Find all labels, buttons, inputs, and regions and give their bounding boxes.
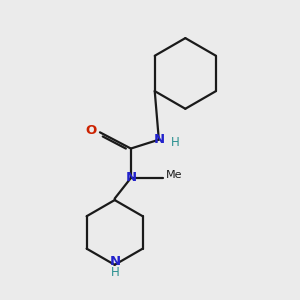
Text: Me: Me <box>166 170 182 180</box>
Text: H: H <box>111 266 120 279</box>
Text: N: N <box>153 133 164 146</box>
Text: N: N <box>125 172 136 184</box>
Text: N: N <box>110 255 121 268</box>
Text: H: H <box>171 136 180 149</box>
Text: O: O <box>86 124 97 137</box>
